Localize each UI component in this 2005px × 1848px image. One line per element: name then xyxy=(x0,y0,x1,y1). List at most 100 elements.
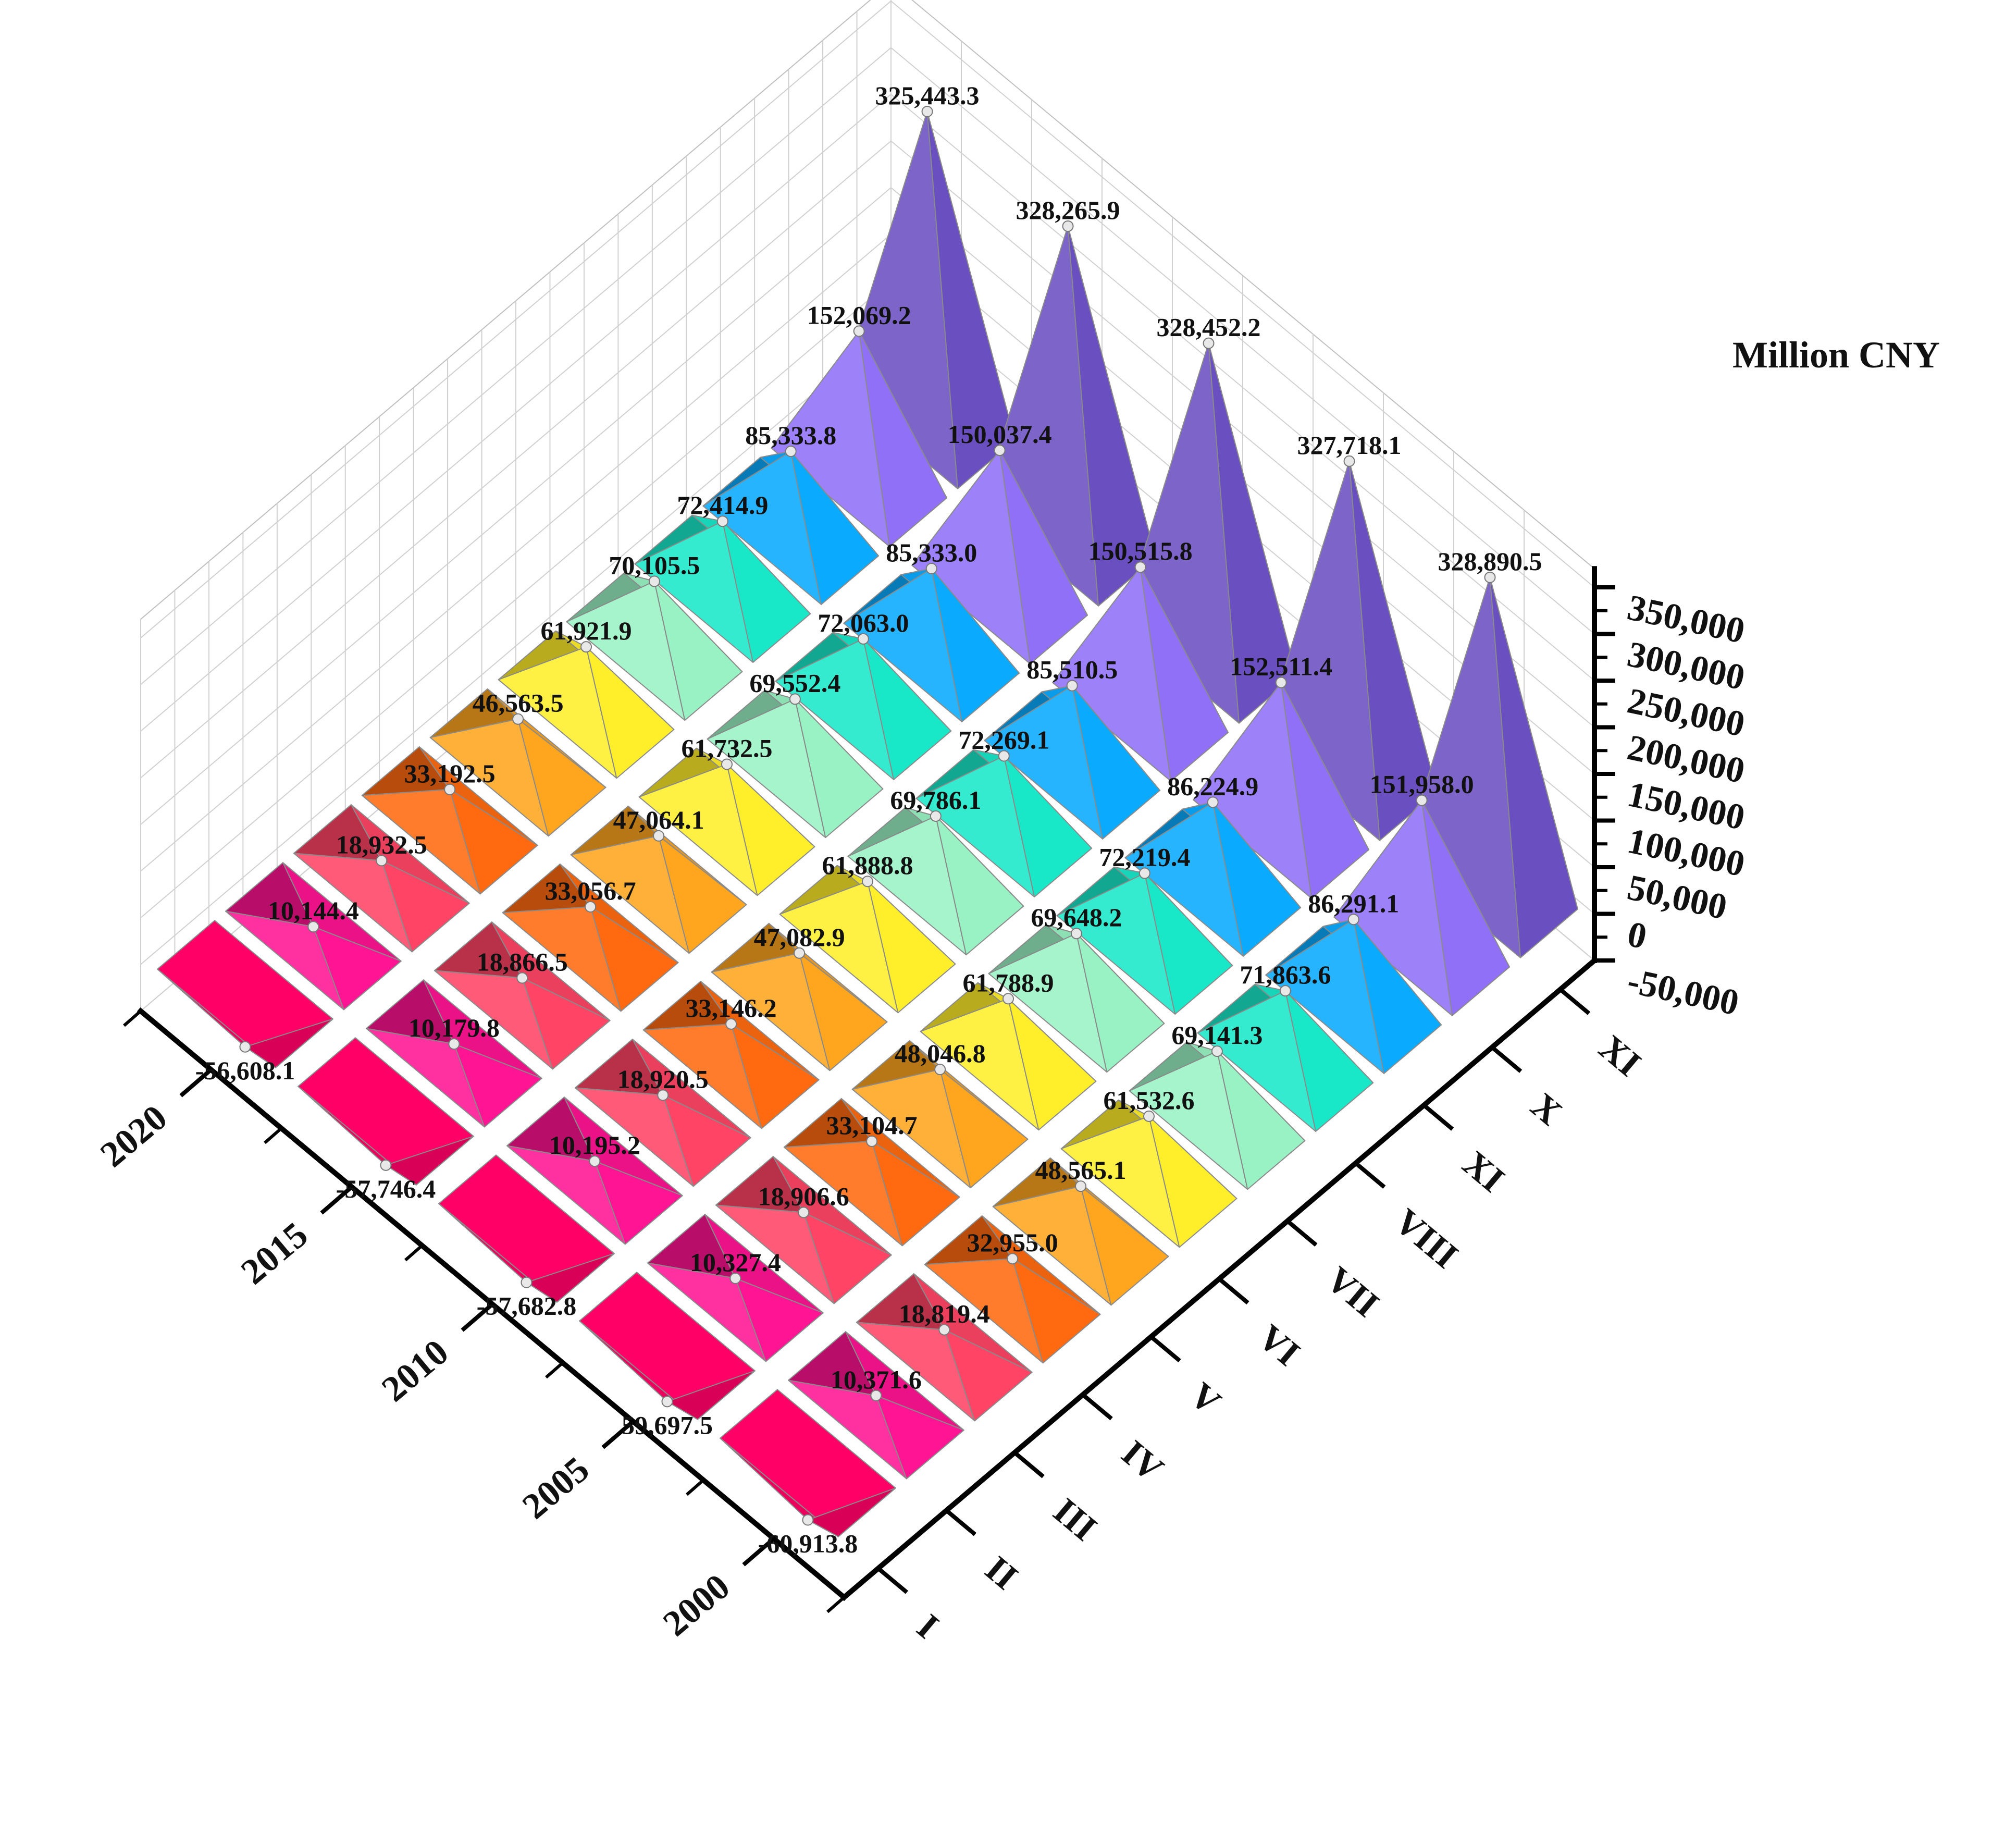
pyramid-face xyxy=(1071,685,1161,840)
pyramid-face xyxy=(862,638,952,780)
data-label: 72,414.9 xyxy=(677,490,768,520)
x-tick-label: 2020 xyxy=(93,1098,175,1175)
data-label: 72,063.0 xyxy=(818,608,909,637)
pyramid-face xyxy=(653,581,743,721)
pyramid-bar-2020-I-0 xyxy=(157,920,333,1068)
data-label: 151,958.0 xyxy=(1370,770,1474,799)
pyramid-face xyxy=(1008,998,1097,1131)
pyramid-face xyxy=(807,1487,896,1537)
pyramid-face xyxy=(1208,342,1297,724)
x-tick xyxy=(179,1068,213,1098)
data-label: 61,532.6 xyxy=(1104,1086,1195,1115)
data-label: 18,866.5 xyxy=(477,947,568,977)
pyramid-bar-2000-II-1 xyxy=(788,1331,964,1480)
y-tick-label: II xyxy=(977,1549,1025,1598)
data-point-marker xyxy=(1484,571,1496,583)
z-tick-label: 0 xyxy=(1624,914,1650,957)
pyramid-face xyxy=(867,881,956,1014)
data-point-marker xyxy=(1416,794,1428,806)
data-label: 69,552.4 xyxy=(749,668,840,697)
pyramid-face xyxy=(858,330,947,547)
data-point-marker xyxy=(1143,1110,1155,1122)
pyramid-bar-2005-VII-6 xyxy=(988,924,1165,1073)
data-label: 33,146.2 xyxy=(686,993,777,1022)
pyramid-bar-2010-XI-8 xyxy=(984,680,1161,840)
pyramid-face xyxy=(594,1161,683,1245)
y-tick xyxy=(1286,1219,1318,1247)
data-label: 328,452.2 xyxy=(1157,313,1261,342)
pyramid-bar-2005-II-1 xyxy=(647,1214,824,1362)
x-tick-label: 2000 xyxy=(656,1567,738,1644)
pyramid-face xyxy=(871,1140,960,1247)
pyramid-face xyxy=(799,952,888,1071)
data-label: 150,515.8 xyxy=(1088,536,1193,565)
pyramid-face xyxy=(586,646,675,779)
pyramid-face xyxy=(313,926,402,1011)
data-labels: 325,443.3 328,265.9 152,069.2 328,452.2 150,… xyxy=(195,81,1542,1558)
data-point-marker xyxy=(1343,455,1355,467)
pyramid-bar-2020-VII-6 xyxy=(566,572,743,721)
data-label: 48,565.1 xyxy=(1035,1155,1127,1185)
y-tick xyxy=(1013,1451,1045,1479)
data-label: 85,510.5 xyxy=(1026,655,1118,684)
pyramid-face xyxy=(1067,225,1156,607)
data-label: 10,144.4 xyxy=(268,896,359,925)
pyramid-bar-2005-V-4 xyxy=(851,1040,1029,1189)
pyramid-bar-2015-VII-6 xyxy=(707,689,884,839)
data-label: 325,443.3 xyxy=(875,81,980,110)
pyramid-bar-2000-VI-5 xyxy=(1060,1099,1237,1248)
data-point-marker xyxy=(934,1064,946,1076)
data-point-marker xyxy=(239,1041,251,1053)
y-tick-label: VII xyxy=(1319,1259,1387,1325)
data-point-marker xyxy=(1347,914,1359,926)
pyramid-bars xyxy=(157,106,1578,1537)
pyramid-face xyxy=(1284,990,1374,1132)
data-point-marker xyxy=(789,693,801,705)
pyramid-face xyxy=(658,835,747,954)
y-tick xyxy=(1218,1277,1249,1305)
pyramid-bar-2020-III-2 xyxy=(293,804,470,953)
data-point-marker xyxy=(653,830,665,842)
data-point-marker xyxy=(512,713,524,725)
data-label: -57,746.4 xyxy=(336,1174,436,1203)
x-tick xyxy=(320,1185,353,1215)
data-point-marker xyxy=(589,1155,601,1167)
data-point-marker xyxy=(853,325,865,337)
pyramid-face xyxy=(944,1329,1033,1422)
data-label: 48,046.8 xyxy=(895,1039,986,1068)
data-point-marker xyxy=(657,1089,669,1101)
pyramid-face xyxy=(517,718,607,837)
data-point-marker xyxy=(516,972,528,984)
data-label: 69,648.2 xyxy=(1031,903,1122,932)
x-minor-tick xyxy=(826,1596,845,1613)
data-point-marker xyxy=(1279,985,1291,997)
pyramid-face xyxy=(1003,755,1093,897)
pyramid-bar-2020-V-4 xyxy=(429,688,607,837)
x-minor-tick xyxy=(264,1127,282,1144)
pyramid-bar-2020-XI-8 xyxy=(702,445,880,605)
pyramid-bar-2015-III-2 xyxy=(434,921,611,1070)
data-label: 85,333.0 xyxy=(886,538,977,567)
x-minor-tick xyxy=(686,1479,704,1496)
data-label: 72,269.1 xyxy=(958,725,1049,754)
pyramid-bar-2010-X-9 xyxy=(1052,561,1229,782)
pyramid-bar-2000-III-2 xyxy=(856,1273,1033,1422)
y-tick xyxy=(876,1567,909,1594)
data-label: 72,219.4 xyxy=(1099,843,1190,872)
data-label: 32,955.0 xyxy=(967,1228,1058,1257)
data-point-marker xyxy=(1138,867,1150,879)
pyramid-bar-2010-IV-3 xyxy=(642,981,820,1129)
data-point-marker xyxy=(794,947,806,959)
pyramid-face xyxy=(794,698,884,839)
data-point-marker xyxy=(1211,1045,1223,1057)
data-point-marker xyxy=(448,1038,460,1050)
x-minor-tick xyxy=(404,1244,423,1262)
pyramid-face xyxy=(931,568,1020,722)
data-label: 10,327.4 xyxy=(690,1248,781,1277)
data-point-marker xyxy=(1007,1253,1019,1265)
data-point-marker xyxy=(870,1389,882,1401)
data-label: 328,890.5 xyxy=(1438,547,1542,576)
y-tick-label: X xyxy=(1523,1086,1569,1133)
z-tick-label: -50,000 xyxy=(1624,960,1742,1023)
data-label: 59,697.5 xyxy=(622,1410,713,1439)
